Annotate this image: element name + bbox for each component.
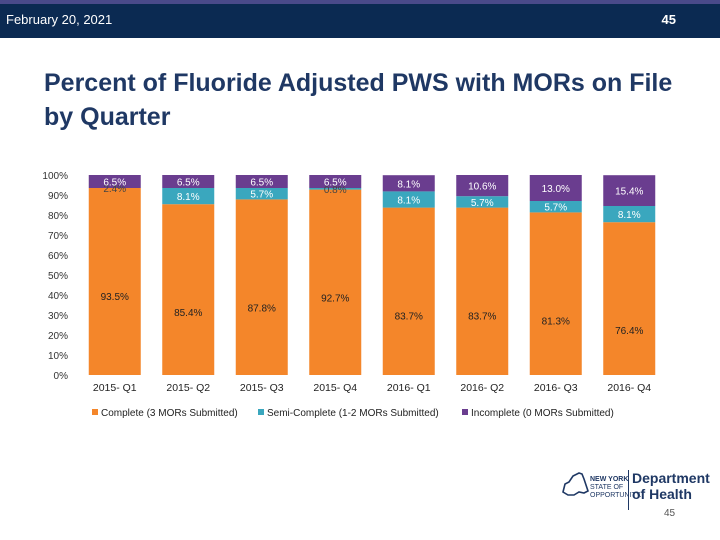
x-tick-label: 2016- Q1 <box>387 382 431 394</box>
bar-segment <box>309 189 362 375</box>
data-label-incomplete: 15.4% <box>615 187 643 198</box>
bar-segment <box>235 199 288 375</box>
x-tick-label: 2016- Q4 <box>607 382 651 394</box>
y-tick-label: 40% <box>48 291 68 302</box>
data-label-semi: 5.7% <box>544 203 567 214</box>
y-tick-label: 90% <box>48 191 68 202</box>
bar-segment <box>309 188 362 190</box>
data-label-complete: 83.7% <box>395 312 423 323</box>
bar-segment <box>529 175 582 201</box>
bar-segment <box>382 175 435 192</box>
data-label-incomplete: 6.5% <box>103 178 126 189</box>
y-tick-label: 50% <box>48 271 68 282</box>
data-label-semi: 2.4% <box>103 184 126 195</box>
bar-segment <box>603 206 656 223</box>
top-accent-line <box>0 0 720 4</box>
bar-segment <box>309 175 362 188</box>
bar-segment <box>529 212 582 375</box>
legend-swatch <box>462 409 468 415</box>
bar-segment <box>456 196 509 208</box>
bar-segment <box>162 175 215 188</box>
legend-label: Complete (3 MORs Submitted) <box>101 408 238 419</box>
data-label-incomplete: 6.5% <box>324 178 347 189</box>
y-tick-label: 80% <box>48 211 68 222</box>
data-label-complete: 93.5% <box>101 292 129 303</box>
header-date: February 20, 2021 <box>6 12 113 27</box>
x-tick-label: 2016- Q3 <box>534 382 578 394</box>
bar-segment <box>162 204 215 375</box>
footer-page-number: 45 <box>664 508 676 519</box>
bar-segment <box>603 175 656 206</box>
data-label-complete: 85.4% <box>174 308 202 319</box>
data-label-semi: 8.1% <box>177 192 200 203</box>
new-york-state-icon <box>562 472 589 496</box>
y-tick-label: 10% <box>48 351 68 362</box>
bar-segment <box>603 222 656 375</box>
x-tick-label: 2015- Q4 <box>313 382 357 394</box>
legend-swatch <box>92 409 98 415</box>
data-label-complete: 76.4% <box>615 326 643 337</box>
legend-swatch <box>258 409 264 415</box>
x-tick-label: 2016- Q2 <box>460 382 504 394</box>
bar-segment <box>529 201 582 213</box>
legend-label: Incomplete (0 MORs Submitted) <box>471 408 614 419</box>
department-of-health-wordmark: Department of Health <box>632 470 710 502</box>
x-tick-label: 2015- Q3 <box>240 382 284 394</box>
data-label-semi: 8.1% <box>618 210 641 221</box>
y-tick-label: 20% <box>48 331 68 342</box>
nys-doh-logo: NEW YORK STATE OF OPPORTUNITY. Departmen… <box>560 468 710 514</box>
bar-segment <box>162 188 215 205</box>
data-label-complete: 92.7% <box>321 294 349 305</box>
data-label-incomplete: 8.1% <box>397 179 420 190</box>
y-tick-label: 30% <box>48 311 68 322</box>
y-tick-label: 70% <box>48 231 68 242</box>
bar-segment <box>235 175 288 188</box>
header-slide-number: 45 <box>661 12 676 27</box>
y-tick-label: 0% <box>54 371 69 382</box>
ny-state-wordmark: NEW YORK STATE OF OPPORTUNITY. <box>590 476 642 499</box>
data-label-semi: 5.7% <box>250 190 273 201</box>
x-tick-label: 2015- Q1 <box>93 382 137 394</box>
data-label-incomplete: 6.5% <box>250 178 273 189</box>
stacked-bar-chart: 0% 10% 20% 30% 40% 50% 60% 70% 80% 90% 100% 93.5% 2.… <box>42 171 656 419</box>
data-label-incomplete: 10.6% <box>468 182 496 193</box>
data-label-complete: 81.3% <box>542 316 570 327</box>
data-label-semi: 0.8% <box>324 185 347 196</box>
bar-segment <box>88 188 141 375</box>
data-label-semi: 8.1% <box>397 196 420 207</box>
bar-segment <box>456 207 509 375</box>
bar-segment <box>235 188 288 200</box>
data-label-complete: 83.7% <box>468 312 496 323</box>
data-label-complete: 87.8% <box>248 303 276 314</box>
slide-title: Percent of Fluoride Adjusted PWS with MO… <box>44 69 673 131</box>
legend-label: Semi-Complete (1-2 MORs Submitted) <box>267 408 439 419</box>
logo-divider <box>628 470 629 510</box>
y-tick-label: 60% <box>48 251 68 262</box>
bar-segment <box>382 207 435 375</box>
data-label-incomplete: 13.0% <box>542 184 570 195</box>
data-label-incomplete: 6.5% <box>177 178 200 189</box>
x-tick-label: 2015- Q2 <box>166 382 210 394</box>
data-label-semi: 5.7% <box>471 198 494 209</box>
y-tick-label: 100% <box>42 171 68 182</box>
bar-segment <box>382 191 435 208</box>
bar-segment <box>88 175 141 188</box>
header-bar: February 20, 2021 45 <box>0 4 720 38</box>
bar-segment <box>456 175 509 197</box>
